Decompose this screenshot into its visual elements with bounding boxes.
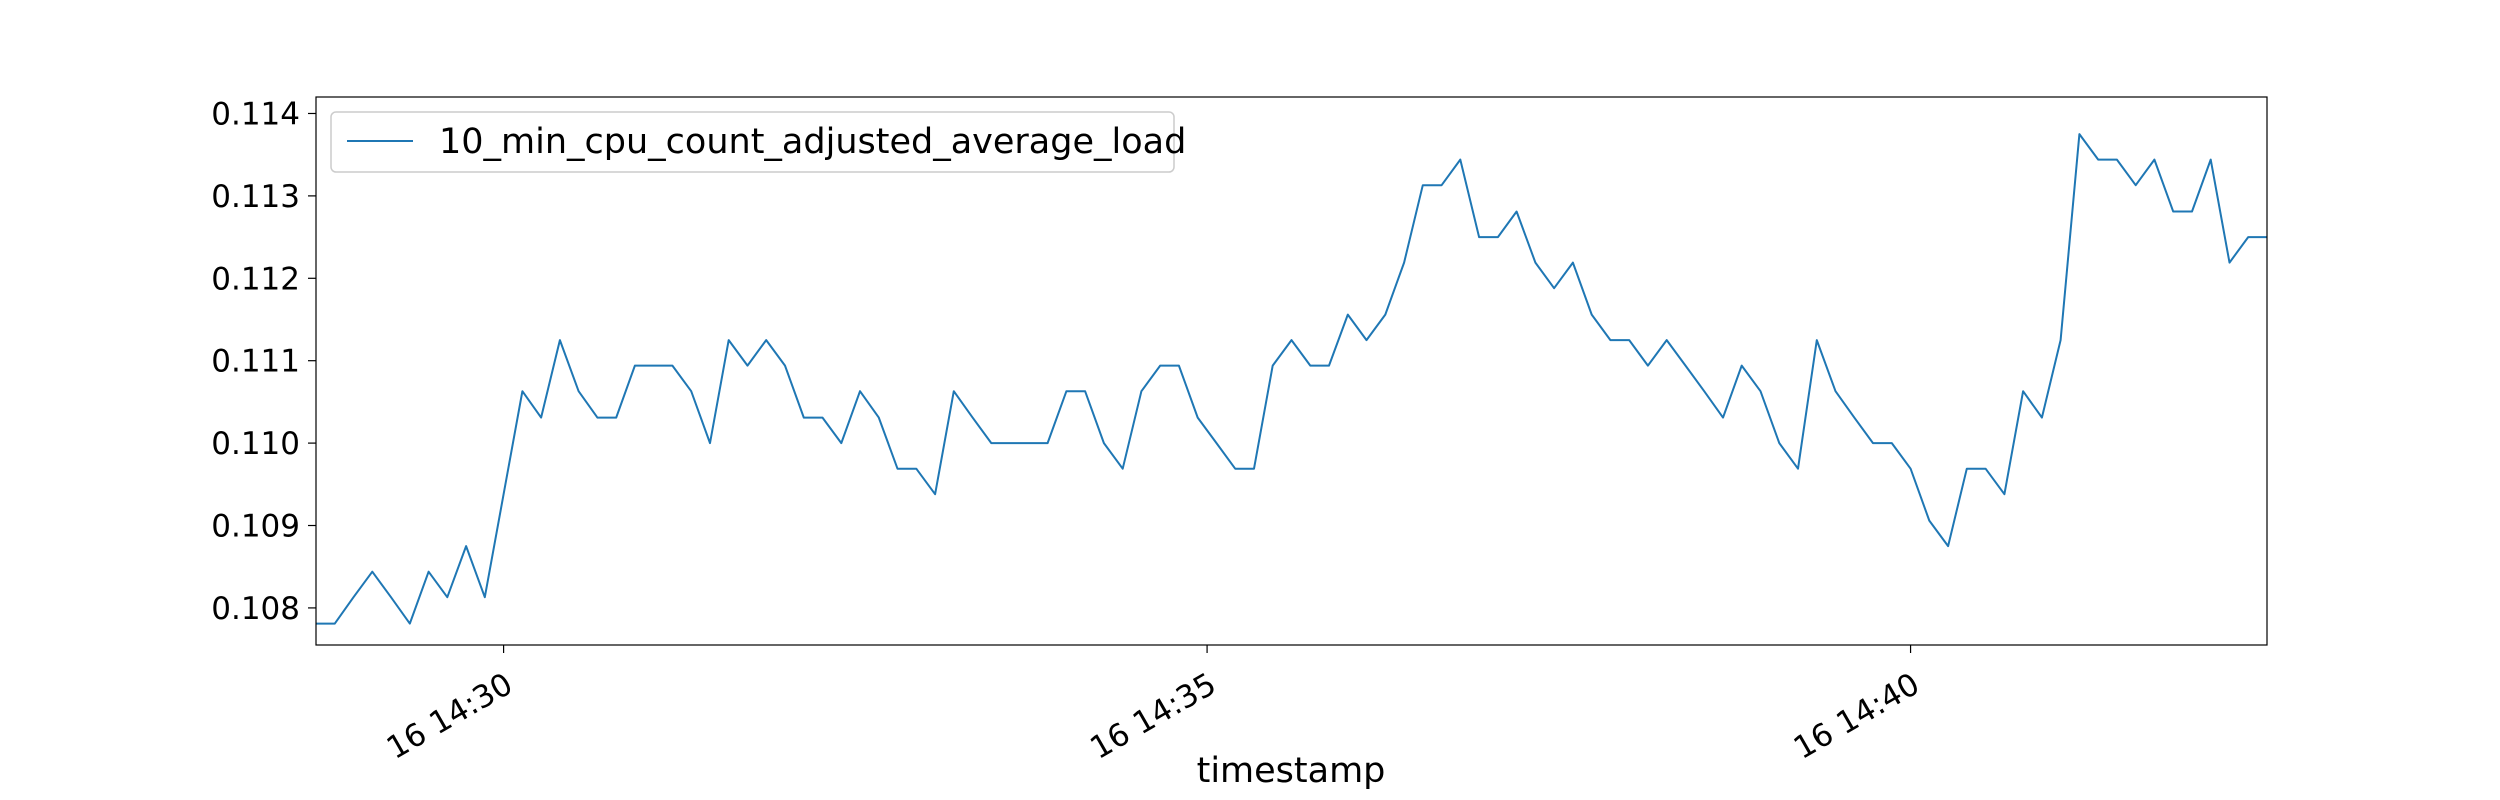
plot-frame bbox=[315, 96, 2268, 646]
y-tick-label: 0.110 bbox=[211, 426, 300, 462]
y-tick-label: 0.109 bbox=[211, 509, 300, 545]
y-tick-label: 0.112 bbox=[211, 261, 300, 297]
y-tick-label: 0.111 bbox=[211, 344, 300, 380]
x-tick-label: 16 14:40 bbox=[1788, 666, 1926, 766]
x-axis: 16 14:30 16 14:35 16 14:40 bbox=[381, 645, 1926, 767]
series-line-0 bbox=[316, 133, 2267, 625]
y-tick-label: 0.114 bbox=[211, 96, 300, 132]
y-axis: 0.108 0.109 0.110 0.111 0.112 0.113 0.114 bbox=[211, 96, 316, 627]
legend-box bbox=[330, 111, 1175, 173]
legend: 10_min_cpu_count_adjusted_average_load bbox=[330, 111, 1186, 173]
x-tick-label: 16 14:30 bbox=[381, 666, 519, 766]
series-layer bbox=[316, 133, 2267, 625]
legend-label: 10_min_cpu_count_adjusted_average_load bbox=[439, 122, 1186, 162]
x-axis-title: timestamp bbox=[1197, 751, 1386, 791]
y-tick-label: 0.108 bbox=[211, 591, 300, 627]
y-tick-label: 0.113 bbox=[211, 179, 300, 215]
plot-area bbox=[316, 97, 2267, 645]
